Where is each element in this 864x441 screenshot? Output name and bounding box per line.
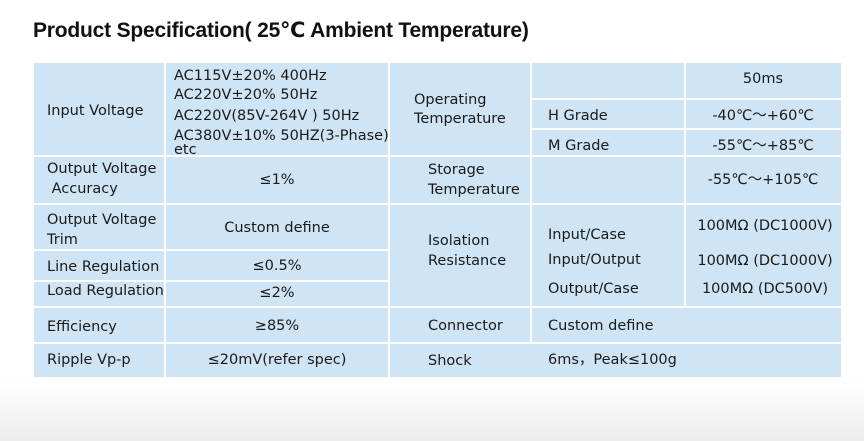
grid-line <box>389 306 841 308</box>
page-title: Product Specification( 25℃ Ambient Tempe… <box>33 19 529 42</box>
grid-line <box>389 342 841 344</box>
spec-table: Input Voltage AC115V±20% 400Hz AC220V±20… <box>34 63 841 377</box>
operating-temperature-label: Temperature <box>414 111 506 127</box>
grid-line <box>164 63 166 377</box>
grid-line <box>388 63 390 377</box>
storage-temperature-label: Temperature <box>428 182 520 198</box>
grid-line <box>34 306 389 308</box>
ripple-value: ≤20mV(refer spec) <box>207 352 347 368</box>
storage-temperature-label: Storage <box>428 162 485 178</box>
output-voltage-trim-value: Custom define <box>224 220 330 236</box>
output-voltage-trim-label: Trim <box>47 232 78 248</box>
isolation-row-value: 100MΩ (DC1000V) <box>697 218 833 234</box>
input-voltage-value: etc <box>174 142 197 158</box>
output-voltage-accuracy-label: Output Voltage <box>47 161 157 177</box>
line-regulation-value: ≤0.5% <box>252 258 302 274</box>
isolation-resistance-label: Isolation <box>428 233 490 249</box>
efficiency-label: Efficiency <box>47 319 117 335</box>
grid-line <box>34 249 389 251</box>
grid-line <box>530 63 532 342</box>
grid-line <box>684 63 686 306</box>
shock-label: Shock <box>428 353 472 369</box>
load-regulation-label: Load Regulation <box>47 283 164 299</box>
isolation-row-label: Output/Case <box>548 281 639 297</box>
isolation-row-value: 100MΩ (DC500V) <box>701 281 829 297</box>
connector-label: Connector <box>428 318 503 334</box>
grid-line <box>34 155 389 157</box>
m-grade-label: M Grade <box>548 138 610 154</box>
storage-temperature-value: -55℃～+105℃ <box>707 172 819 188</box>
operating-temperature-label: Operating <box>414 92 487 108</box>
input-voltage-value: AC220V±20% 50Hz <box>174 87 318 103</box>
m-grade-value: -55℃～+85℃ <box>712 138 814 154</box>
input-voltage-value: AC115V±20% 400Hz <box>174 68 327 84</box>
grid-line <box>34 203 389 205</box>
connector-value: Custom define <box>548 318 654 334</box>
shock-value: 6ms，Peak≤100g <box>548 352 677 368</box>
grid-line <box>34 280 389 282</box>
output-voltage-trim-label: Output Voltage <box>47 212 157 228</box>
grid-line <box>389 155 841 157</box>
line-regulation-label: Line Regulation <box>47 259 160 275</box>
h-grade-value: -40℃～+60℃ <box>712 108 814 124</box>
isolation-row-label: Input/Case <box>548 227 626 243</box>
h-grade-label: H Grade <box>548 108 608 124</box>
grid-line <box>530 128 841 130</box>
isolation-row-value: 100MΩ (DC1000V) <box>697 253 833 269</box>
grid-line <box>530 98 841 100</box>
output-voltage-accuracy-label: Accuracy <box>47 181 118 197</box>
load-regulation-value: ≤2% <box>259 285 295 301</box>
input-voltage-value: AC380V±10% 50HZ(3-Phase) <box>174 128 389 144</box>
isolation-row-label: Input/Output <box>548 252 641 268</box>
isolation-resistance-label: Resistance <box>428 253 507 269</box>
grid-line <box>389 203 841 205</box>
ripple-label: Ripple Vp-p <box>47 352 131 368</box>
grid-line <box>34 342 389 344</box>
input-voltage-label: Input Voltage <box>47 103 144 119</box>
efficiency-value: ≥85% <box>254 318 300 334</box>
input-voltage-value: AC220V(85V-264V ) 50Hz <box>174 108 360 124</box>
output-voltage-accuracy-value: ≤1% <box>259 172 295 188</box>
response-time-value: 50ms <box>742 71 784 87</box>
input-voltage-values: AC115V±20% 400Hz AC220V±20% 50Hz AC220V(… <box>174 68 389 158</box>
